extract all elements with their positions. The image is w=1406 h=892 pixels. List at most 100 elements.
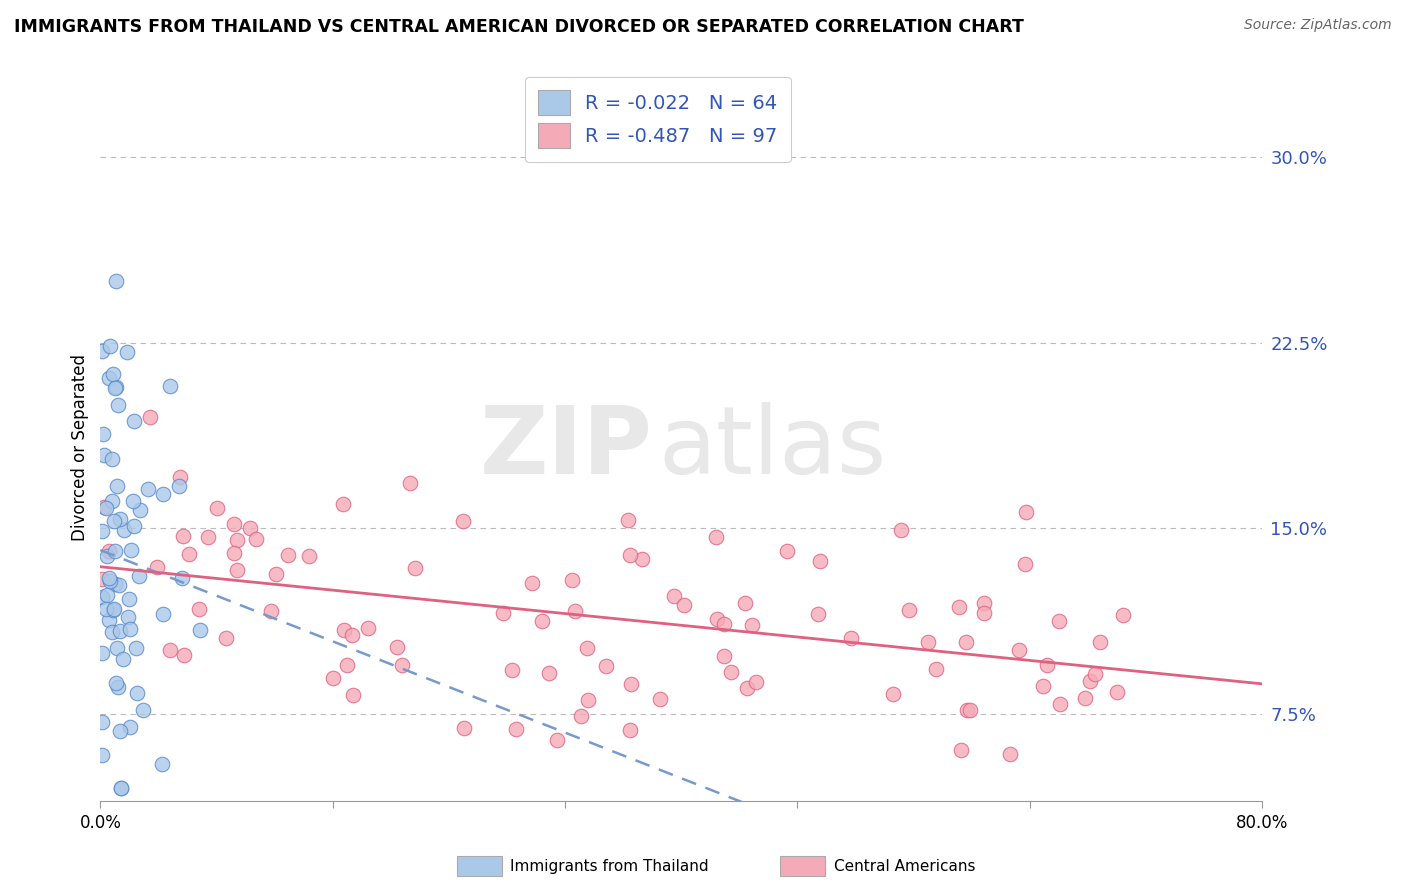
Point bbox=[188, 624, 211, 638]
Point bbox=[91, 344, 114, 359]
Point bbox=[105, 380, 128, 394]
Point bbox=[105, 676, 128, 690]
Point bbox=[90, 524, 112, 539]
Point bbox=[177, 547, 200, 561]
Point bbox=[98, 339, 121, 353]
Point bbox=[125, 686, 148, 700]
Text: atlas: atlas bbox=[658, 402, 886, 494]
Point bbox=[713, 617, 735, 632]
Text: IMMIGRANTS FROM THAILAND VS CENTRAL AMERICAN DIVORCED OR SEPARATED CORRELATION C: IMMIGRANTS FROM THAILAND VS CENTRAL AMER… bbox=[14, 18, 1024, 36]
Point bbox=[385, 640, 408, 655]
Point bbox=[520, 576, 543, 591]
Point bbox=[741, 618, 763, 632]
Point bbox=[595, 659, 617, 673]
Legend: R = -0.022   N = 64, R = -0.487   N = 97: R = -0.022 N = 64, R = -0.487 N = 97 bbox=[524, 77, 792, 161]
Point bbox=[266, 567, 288, 582]
Point bbox=[1074, 690, 1097, 705]
Point bbox=[100, 452, 122, 467]
Point bbox=[172, 529, 194, 543]
Point bbox=[110, 781, 132, 796]
Point bbox=[167, 478, 190, 492]
Point bbox=[94, 500, 117, 515]
Point bbox=[1032, 679, 1054, 693]
Point bbox=[1080, 673, 1102, 688]
Point bbox=[1047, 615, 1070, 629]
Point bbox=[103, 601, 125, 615]
Point bbox=[98, 371, 121, 385]
Point bbox=[136, 482, 159, 496]
Point bbox=[121, 543, 143, 558]
Point bbox=[101, 368, 124, 382]
Point bbox=[340, 627, 363, 641]
Point bbox=[576, 693, 599, 707]
Point bbox=[336, 658, 359, 673]
Point bbox=[97, 613, 120, 627]
Point bbox=[391, 658, 413, 673]
Point bbox=[124, 640, 146, 655]
Point bbox=[890, 523, 912, 537]
Point bbox=[107, 680, 129, 694]
Point bbox=[616, 513, 638, 527]
Point bbox=[807, 607, 830, 621]
Text: Source: ZipAtlas.com: Source: ZipAtlas.com bbox=[1244, 18, 1392, 32]
Point bbox=[620, 677, 643, 691]
Point bbox=[146, 560, 169, 574]
Point bbox=[91, 427, 114, 442]
Point bbox=[882, 687, 904, 701]
Point bbox=[105, 479, 128, 493]
Point bbox=[112, 523, 135, 537]
Point bbox=[121, 494, 143, 508]
Point bbox=[734, 596, 756, 610]
Point bbox=[619, 723, 641, 738]
Point bbox=[332, 496, 354, 510]
Point bbox=[93, 500, 115, 515]
Point bbox=[197, 530, 219, 544]
Point bbox=[277, 548, 299, 562]
Point bbox=[720, 665, 742, 680]
Point bbox=[1107, 685, 1129, 699]
Point bbox=[538, 665, 561, 680]
Point bbox=[1008, 642, 1031, 657]
Point bbox=[924, 662, 946, 676]
Point bbox=[96, 549, 118, 564]
Point bbox=[91, 573, 114, 587]
Point bbox=[205, 500, 228, 515]
Point bbox=[139, 409, 162, 424]
Point bbox=[96, 588, 118, 602]
Point bbox=[215, 631, 238, 645]
Point bbox=[398, 476, 420, 491]
Point bbox=[170, 571, 193, 585]
Point bbox=[105, 640, 128, 655]
Point bbox=[111, 652, 134, 666]
Point bbox=[998, 747, 1021, 761]
Point bbox=[973, 606, 995, 620]
Point bbox=[501, 664, 523, 678]
Point bbox=[128, 569, 150, 583]
Point bbox=[108, 512, 131, 526]
Y-axis label: Divorced or Separated: Divorced or Separated bbox=[72, 354, 89, 541]
Point bbox=[956, 703, 979, 717]
Point bbox=[122, 519, 145, 533]
Point bbox=[91, 747, 114, 762]
Point bbox=[1015, 505, 1038, 519]
Point bbox=[101, 624, 124, 639]
Point bbox=[97, 571, 120, 585]
Point bbox=[169, 469, 191, 483]
Point bbox=[90, 590, 112, 604]
Point bbox=[103, 514, 125, 528]
Point bbox=[357, 621, 380, 635]
Point bbox=[1049, 697, 1071, 711]
Point bbox=[619, 548, 641, 562]
Point bbox=[333, 624, 356, 638]
Point bbox=[187, 601, 209, 615]
Text: ZIP: ZIP bbox=[479, 402, 652, 494]
Point bbox=[96, 602, 118, 616]
Point bbox=[159, 643, 181, 657]
Point bbox=[245, 533, 267, 547]
Point bbox=[108, 624, 131, 639]
Point bbox=[120, 622, 142, 636]
Point bbox=[704, 530, 727, 544]
Point bbox=[451, 514, 474, 528]
Point bbox=[159, 378, 181, 392]
Point bbox=[222, 517, 245, 532]
